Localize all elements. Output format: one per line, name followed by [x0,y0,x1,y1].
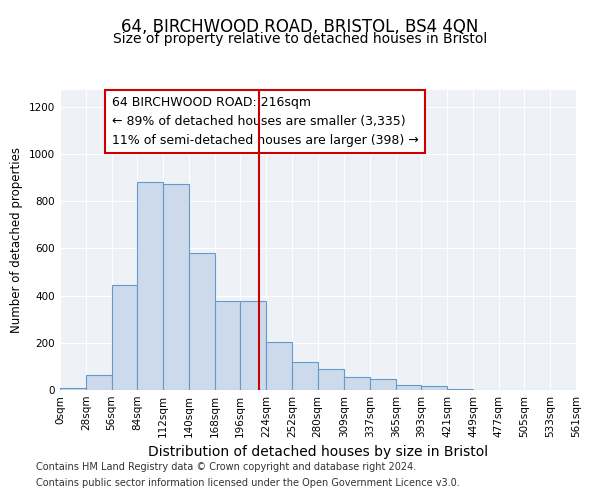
Bar [370,380,396,390]
Bar [163,184,189,390]
Text: Contains HM Land Registry data © Crown copyright and database right 2024.: Contains HM Land Registry data © Crown c… [36,462,416,472]
Bar [396,386,421,390]
Bar [60,388,86,390]
Bar [447,389,473,390]
Bar [112,285,137,390]
Bar [86,374,112,390]
Bar [137,182,163,390]
Bar [189,253,215,390]
Bar [317,368,344,390]
Bar [344,377,370,390]
X-axis label: Distribution of detached houses by size in Bristol: Distribution of detached houses by size … [148,446,488,460]
Text: Size of property relative to detached houses in Bristol: Size of property relative to detached ho… [113,32,487,46]
Bar [292,362,317,390]
Bar [215,302,240,390]
Text: Contains public sector information licensed under the Open Government Licence v3: Contains public sector information licen… [36,478,460,488]
Y-axis label: Number of detached properties: Number of detached properties [10,147,23,333]
Bar [240,302,266,390]
Text: 64, BIRCHWOOD ROAD, BRISTOL, BS4 4QN: 64, BIRCHWOOD ROAD, BRISTOL, BS4 4QN [121,18,479,36]
Bar [421,386,447,390]
Bar [266,342,292,390]
Text: 64 BIRCHWOOD ROAD: 216sqm
← 89% of detached houses are smaller (3,335)
11% of se: 64 BIRCHWOOD ROAD: 216sqm ← 89% of detac… [112,96,418,147]
